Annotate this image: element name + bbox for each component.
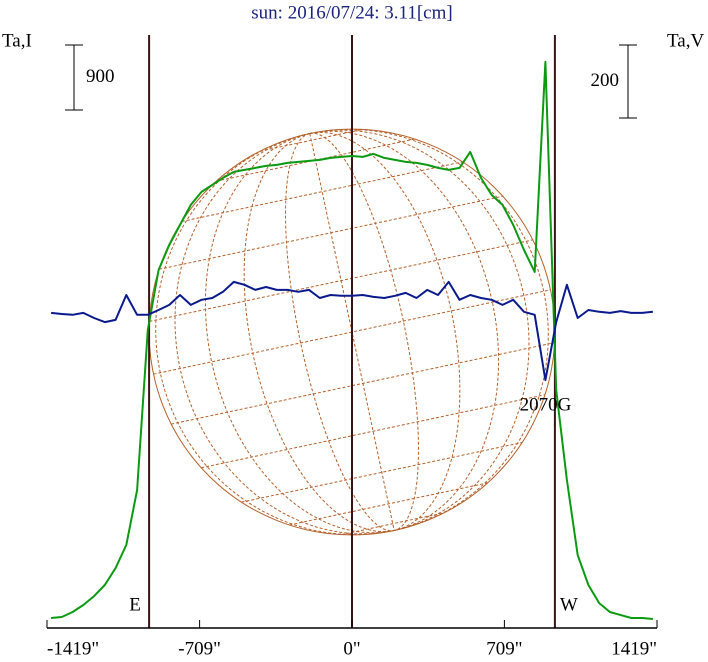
- x-tick-label: -1419": [47, 638, 99, 659]
- meridian: [309, 131, 461, 531]
- series-line: [50, 280, 654, 382]
- parallel: [158, 195, 503, 270]
- scale-bar-label: 200: [591, 70, 620, 91]
- parallel: [149, 239, 533, 322]
- y2-axis-label: Ta,V: [667, 30, 704, 51]
- scale-bar-label: 900: [86, 66, 115, 87]
- parallel: [181, 161, 463, 222]
- meridian: [309, 132, 419, 531]
- parallel: [241, 442, 523, 503]
- parallel: [201, 394, 546, 469]
- marker-label: E: [129, 594, 141, 615]
- meridian: [285, 133, 395, 532]
- parallel: [341, 512, 445, 536]
- meridian: [309, 129, 530, 531]
- meridian: [204, 133, 395, 534]
- series-line: [51, 60, 653, 620]
- meridian: [309, 130, 500, 531]
- marker-label: W: [560, 594, 578, 615]
- parallel: [259, 128, 363, 152]
- parallel: [289, 482, 488, 526]
- y-axis-label: Ta,I: [2, 30, 32, 51]
- annotation: 2070G: [520, 394, 572, 415]
- parallel: [171, 342, 555, 425]
- x-tick-label: 0": [343, 638, 360, 659]
- meridian: [309, 128, 549, 531]
- chart-title: sun: 2016/07/24: 3.11[cm]: [251, 2, 452, 23]
- x-tick-label: -709": [178, 638, 221, 659]
- x-tick-label: 1419": [611, 638, 657, 659]
- x-tick-label: 709": [486, 638, 522, 659]
